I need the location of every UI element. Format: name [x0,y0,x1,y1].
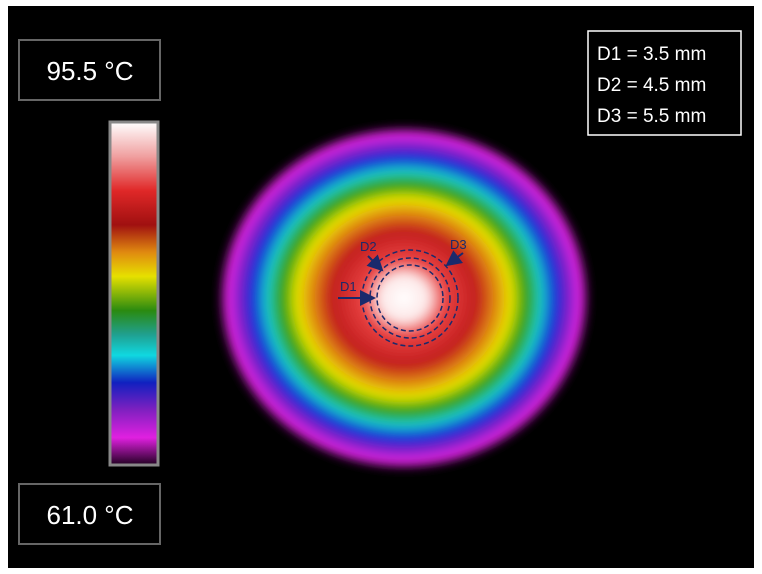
legend-item: D3 = 5.5 mm [597,106,706,127]
color-scale [110,122,158,465]
max-temp: 95.5 °C [46,56,133,86]
label-d1: D1 [340,279,357,294]
legend-item: D2 = 4.5 mm [597,75,706,96]
label-d2: D2 [360,239,377,254]
thermal-screen: 95.5 °C 61.0 °C D1 = 3.5 mm D2 = 4.5 mm … [0,0,762,574]
heat-spot [214,122,594,474]
label-d3: D3 [450,237,467,252]
min-temp: 61.0 °C [46,500,133,530]
legend-item: D1 = 3.5 mm [597,44,706,65]
